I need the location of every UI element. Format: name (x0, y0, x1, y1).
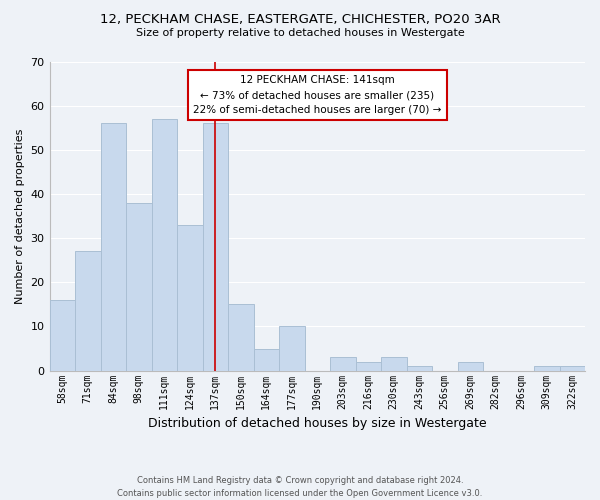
X-axis label: Distribution of detached houses by size in Westergate: Distribution of detached houses by size … (148, 417, 487, 430)
Bar (330, 358, 356, 370)
Bar (407, 366, 432, 370)
Bar (356, 362, 381, 370)
Y-axis label: Number of detached properties: Number of detached properties (15, 128, 25, 304)
Bar (279, 326, 305, 370)
Bar (534, 366, 560, 370)
Bar (152, 119, 177, 370)
Bar (50, 300, 75, 370)
Text: Contains HM Land Registry data © Crown copyright and database right 2024.
Contai: Contains HM Land Registry data © Crown c… (118, 476, 482, 498)
Bar (101, 124, 126, 370)
Bar (560, 366, 585, 370)
Text: 12, PECKHAM CHASE, EASTERGATE, CHICHESTER, PO20 3AR: 12, PECKHAM CHASE, EASTERGATE, CHICHESTE… (100, 12, 500, 26)
Text: Size of property relative to detached houses in Westergate: Size of property relative to detached ho… (136, 28, 464, 38)
Bar (381, 358, 407, 370)
Bar (228, 304, 254, 370)
Bar (203, 124, 228, 370)
Bar (75, 252, 101, 370)
Text: 12 PECKHAM CHASE: 141sqm
← 73% of detached houses are smaller (235)
22% of semi-: 12 PECKHAM CHASE: 141sqm ← 73% of detach… (193, 76, 442, 115)
Bar (458, 362, 483, 370)
Bar (126, 203, 152, 370)
Bar (177, 225, 203, 370)
Bar (254, 348, 279, 370)
